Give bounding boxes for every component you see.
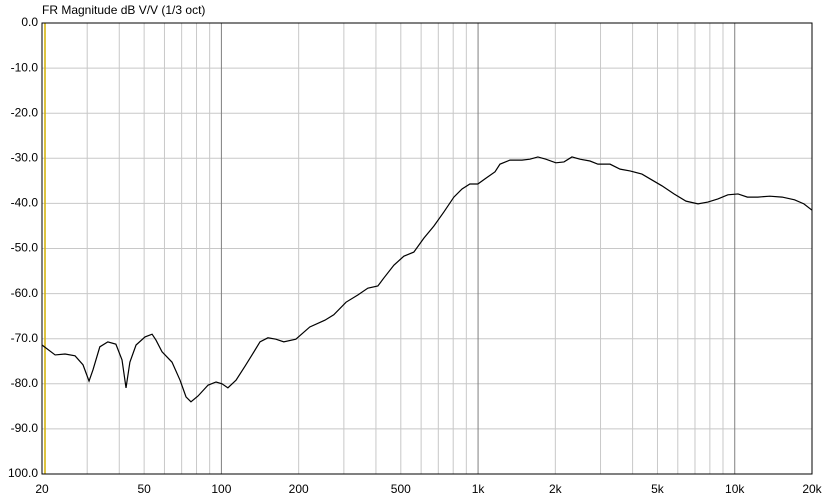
- y-tick-label: -90.0: [11, 421, 39, 435]
- x-tick-label: 200: [289, 482, 309, 496]
- x-tick-label: 2k: [549, 482, 563, 496]
- x-tick-label: 20: [35, 482, 49, 496]
- y-tick-label: -70.0: [11, 331, 39, 345]
- y-tick-label: 0.0: [21, 15, 38, 29]
- x-tick-label: 10k: [725, 482, 745, 496]
- y-tick-label: -60.0: [11, 286, 39, 300]
- x-tick-label: 50: [137, 482, 151, 496]
- y-tick-label: -80.0: [11, 376, 39, 390]
- y-tick-label: -10.0: [11, 60, 39, 74]
- x-tick-label: 20k: [802, 482, 822, 496]
- y-tick-label: -50.0: [11, 241, 39, 255]
- chart-title: FR Magnitude dB V/V (1/3 oct): [42, 3, 205, 17]
- response-line: [41, 156, 813, 403]
- plot-frame: [41, 22, 813, 475]
- y-tick-label: 100.0: [8, 466, 38, 480]
- x-tick-label: 100: [211, 482, 231, 496]
- x-tick-label: 500: [391, 482, 411, 496]
- y-tick-label: -30.0: [11, 150, 39, 164]
- y-tick-label: -20.0: [11, 105, 39, 119]
- x-tick-label: 1k: [472, 482, 486, 496]
- x-tick-label: 5k: [651, 482, 665, 496]
- y-tick-label: -40.0: [11, 196, 39, 210]
